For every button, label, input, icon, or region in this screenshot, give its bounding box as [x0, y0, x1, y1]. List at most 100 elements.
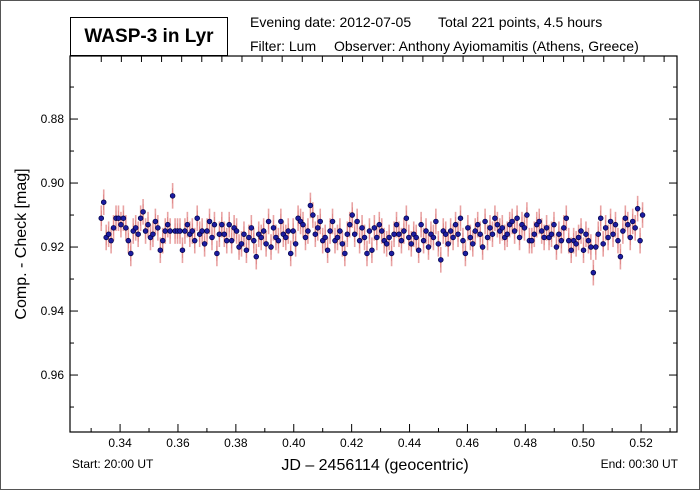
data-point: [553, 244, 560, 250]
data-point: [182, 228, 188, 234]
data-point: [637, 237, 643, 244]
data-point: [221, 231, 228, 237]
data-point: [401, 228, 407, 234]
data-point: [204, 228, 210, 234]
data-point: [120, 215, 127, 221]
observer-info: Observer: Anthony Ayiomamitis (Athens, G…: [334, 38, 639, 54]
data-point: [177, 228, 183, 234]
data-point: [160, 237, 166, 244]
data-point: [425, 244, 432, 250]
data-point: [361, 234, 368, 241]
data-point: [339, 241, 346, 247]
x-tick-label: 0.48: [514, 436, 538, 450]
data-point: [307, 202, 314, 209]
data-point: [344, 231, 351, 237]
x-tick-label: 0.38: [224, 436, 248, 450]
data-point: [376, 221, 383, 228]
data-point: [538, 228, 545, 234]
data-point: [543, 225, 550, 231]
data-point: [243, 247, 250, 253]
data-point: [447, 228, 454, 234]
data-point: [137, 215, 144, 221]
data-point: [364, 250, 370, 257]
data-point: [585, 237, 592, 244]
data-point: [155, 225, 161, 231]
data-point: [283, 234, 289, 241]
data-point: [393, 221, 400, 228]
data-point: [366, 228, 373, 234]
data-point: [315, 225, 321, 231]
data-point: [629, 218, 636, 225]
data-point: [511, 228, 518, 234]
data-point: [465, 225, 471, 231]
data-point: [442, 231, 449, 237]
data-point: [292, 241, 299, 247]
data-point: [625, 221, 631, 228]
data-point: [115, 215, 122, 221]
y-axis-label: Comp. - Check [mag]: [13, 168, 30, 320]
data-point: [142, 228, 149, 234]
data-point: [383, 241, 390, 247]
data-point: [398, 237, 405, 244]
data-point: [287, 250, 294, 257]
data-point: [300, 221, 306, 228]
start-time: Start: 20:00 UT: [72, 457, 154, 471]
data-point: [565, 237, 572, 244]
data-point: [457, 215, 464, 221]
x-tick-label: 0.34: [108, 436, 132, 450]
data-point: [354, 218, 360, 225]
data-point: [369, 247, 375, 253]
data-point: [278, 218, 284, 225]
data-point: [452, 221, 459, 228]
data-point: [470, 241, 476, 247]
data-point: [167, 228, 173, 234]
data-point: [575, 234, 582, 241]
data-point: [260, 228, 267, 234]
data-point: [484, 234, 491, 241]
data-point: [214, 250, 220, 257]
data-point: [248, 225, 255, 231]
data-point: [263, 241, 269, 247]
data-point: [620, 228, 626, 234]
data-point: [622, 215, 629, 221]
data-point: [516, 234, 523, 241]
evening-date: Evening date: 2012-07-05: [250, 14, 412, 30]
data-point: [342, 250, 348, 257]
data-point: [499, 225, 506, 231]
data-point: [573, 241, 579, 247]
data-point: [145, 221, 151, 228]
data-point: [617, 253, 624, 260]
data-point: [396, 231, 402, 237]
data-point: [509, 218, 515, 225]
data-point: [100, 199, 107, 205]
data-point: [556, 231, 562, 237]
data-point: [531, 231, 538, 237]
data-point: [192, 237, 198, 244]
data-point: [140, 209, 146, 215]
data-point: [302, 234, 309, 241]
data-point: [322, 234, 328, 241]
data-point: [558, 237, 565, 244]
data-point: [590, 269, 597, 276]
data-point: [164, 221, 171, 228]
y-tick-label: 0.92: [41, 240, 65, 254]
data-point: [595, 231, 602, 237]
plot-border: [69, 55, 678, 433]
data-point: [371, 225, 378, 231]
data-point: [253, 253, 260, 260]
x-tick-label: 0.46: [456, 436, 480, 450]
data-point: [359, 225, 365, 231]
data-point: [128, 250, 134, 257]
data-point: [251, 237, 257, 244]
x-tick-label: 0.42: [340, 436, 364, 450]
data-point: [351, 231, 358, 237]
data-point: [349, 212, 355, 218]
data-point: [541, 234, 547, 241]
x-tick-label: 0.40: [282, 436, 306, 450]
data-point: [329, 218, 336, 225]
data-point: [472, 228, 478, 234]
data-point: [494, 221, 501, 228]
data-point: [477, 231, 483, 237]
data-point: [492, 215, 498, 221]
data-point: [169, 193, 176, 199]
